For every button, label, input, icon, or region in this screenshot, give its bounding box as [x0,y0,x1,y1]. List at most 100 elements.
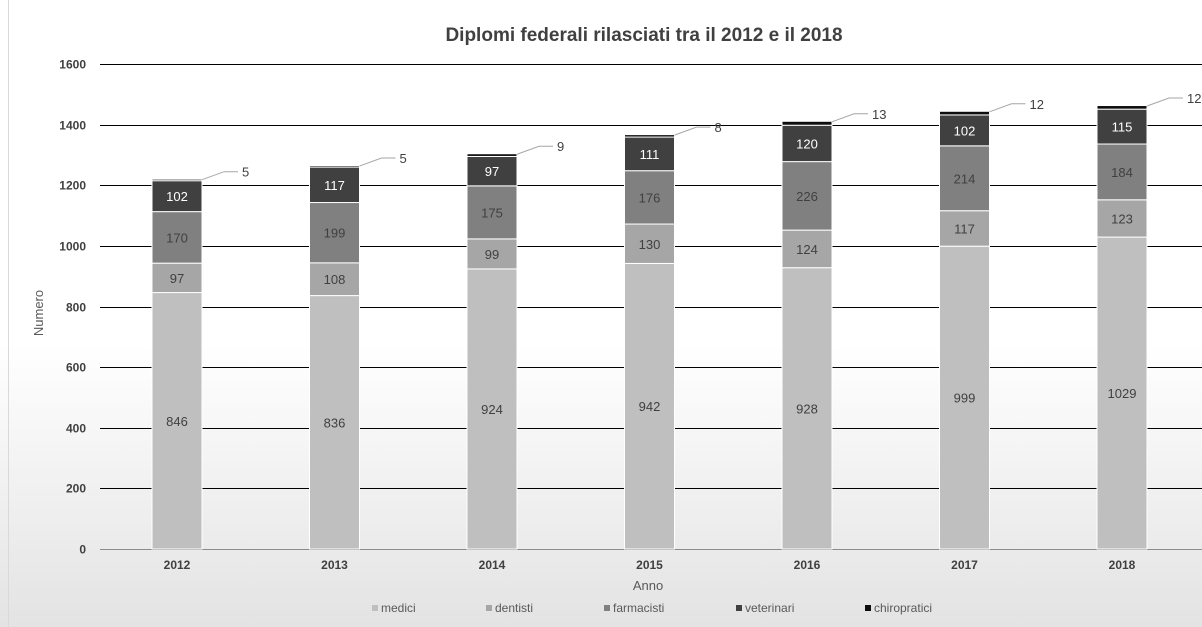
legend-swatch-farmacisti [604,605,610,611]
bar-segment-medici [151,292,203,550]
data-label-medici: 1029 [1108,386,1137,401]
data-label-farmacisti: 199 [324,226,346,241]
chart-title: Diplomi federali rilasciati tra il 2012 … [445,25,842,46]
bar-segment-farmacisti [781,161,833,231]
data-label-farmacisti: 214 [954,171,976,186]
bar-segment-veterinari [151,180,203,213]
bar-segment-farmacisti [939,145,990,212]
y-tick-label: 1400 [59,119,86,133]
y-tick-label: 400 [66,422,86,436]
legend-label-farmacisti: farmacisti [613,601,664,615]
bar-segment-veterinari [309,166,360,204]
legend-swatch-chiropratici [865,605,871,611]
bar-segment-chiropratici [1096,105,1148,110]
legend-swatch-veterinari [736,605,742,611]
legend-label-chiropratici: chiropratici [874,601,932,615]
y-axis-title: Numero [31,290,46,336]
data-label-chiropratici: 12 [1187,91,1201,106]
callout-leader-line [989,103,1026,113]
bar-segment-farmacisti [624,170,675,225]
x-tick-label: 2016 [794,558,821,572]
bar-segment-dentisti [309,262,360,297]
data-label-farmacisti: 170 [166,230,188,245]
legend-label-medici: medici [381,601,416,615]
y-tick-label: 0 [79,543,86,557]
data-label-medici: 846 [166,414,188,429]
bar-segment-chiropratici [624,134,675,138]
data-label-dentisti: 124 [796,242,818,257]
data-label-farmacisti: 176 [639,190,661,205]
bar-segment-dentisti [151,262,203,294]
data-label-veterinari: 102 [166,189,188,204]
y-tick-label: 1200 [59,179,86,193]
legend-label-dentisti: dentisti [495,601,533,615]
bar-segment-dentisti [624,223,675,264]
bar-segment-dentisti [466,238,518,270]
data-label-medici: 928 [796,401,818,416]
data-label-medici: 999 [954,391,976,406]
bar-segment-chiropratici [781,120,833,126]
bar-segment-farmacisti [1096,143,1148,201]
bar-segment-farmacisti [466,185,518,240]
bar-segment-dentisti [781,229,833,269]
y-tick-label: 600 [66,361,86,375]
bar-segment-veterinari [466,155,518,187]
y-tick-label: 200 [66,482,86,496]
bar-segment-veterinari [624,136,675,172]
data-label-veterinari: 117 [324,178,345,193]
bar-segment-chiropratici [466,153,518,157]
data-label-chiropratici: 5 [242,165,249,180]
data-label-farmacisti: 175 [481,205,503,220]
bar-segment-farmacisti [309,202,360,264]
x-axis-ticks: 2012 2013 2014 2015 2016 2017 2018 [164,558,1136,572]
x-axis-title: Anno [633,578,663,593]
data-label-dentisti: 97 [170,271,184,286]
data-label-veterinari: 111 [640,147,660,162]
callout-leader-line [359,157,396,167]
y-tick-label: 1000 [59,240,86,254]
data-label-medici: 942 [639,399,661,414]
data-label-dentisti: 130 [639,237,661,252]
data-label-chiropratici: 12 [1030,97,1044,112]
legend-swatch-medici [372,605,378,611]
data-label-chiropratici: 5 [400,151,407,166]
bar-segment-veterinari [939,114,990,147]
x-tick-label: 2013 [321,558,348,572]
legend-swatch-dentisti [486,605,492,611]
bar-segment-veterinari [781,124,833,163]
x-tick-label: 2012 [164,558,191,572]
bar-segment-medici [939,245,990,550]
y-axis-ticks: 0 200 400 600 800 1000 1200 1400 1600 [59,58,86,557]
callout-leader-line [516,145,553,155]
y-tick-label: 800 [66,301,86,315]
bar-segment-chiropratici [151,178,203,182]
callout-leader-line [1146,97,1183,107]
bar-segment-veterinari [1096,108,1148,145]
data-label-dentisti: 123 [1111,211,1133,226]
bar-segment-dentisti [939,210,990,247]
data-label-farmacisti: 184 [1111,165,1133,180]
y-tick-label: 1600 [59,58,86,72]
bar-segment-farmacisti [151,211,203,264]
x-tick-label: 2015 [636,558,663,572]
data-label-dentisti: 99 [485,247,499,262]
x-tick-label: 2014 [479,558,506,572]
x-tick-label: 2018 [1109,558,1136,572]
bar-segment-medici [1096,236,1148,550]
data-label-medici: 836 [324,415,346,430]
x-tick-label: 2017 [951,558,978,572]
data-label-medici: 924 [481,402,503,417]
bar-segment-medici [309,295,360,550]
bar-segment-dentisti [1096,199,1148,238]
bar-segment-chiropratici [309,165,360,168]
legend: medici dentisti farmacisti veterinari chirop… [372,601,932,615]
bar-segment-medici [781,267,833,550]
callout-leader-line [201,171,238,181]
legend-label-veterinari: veterinari [745,601,794,615]
bars-group [151,105,1148,550]
data-label-dentisti: 117 [954,221,975,236]
bar-segment-medici [624,262,675,550]
data-label-veterinari: 102 [954,123,976,138]
